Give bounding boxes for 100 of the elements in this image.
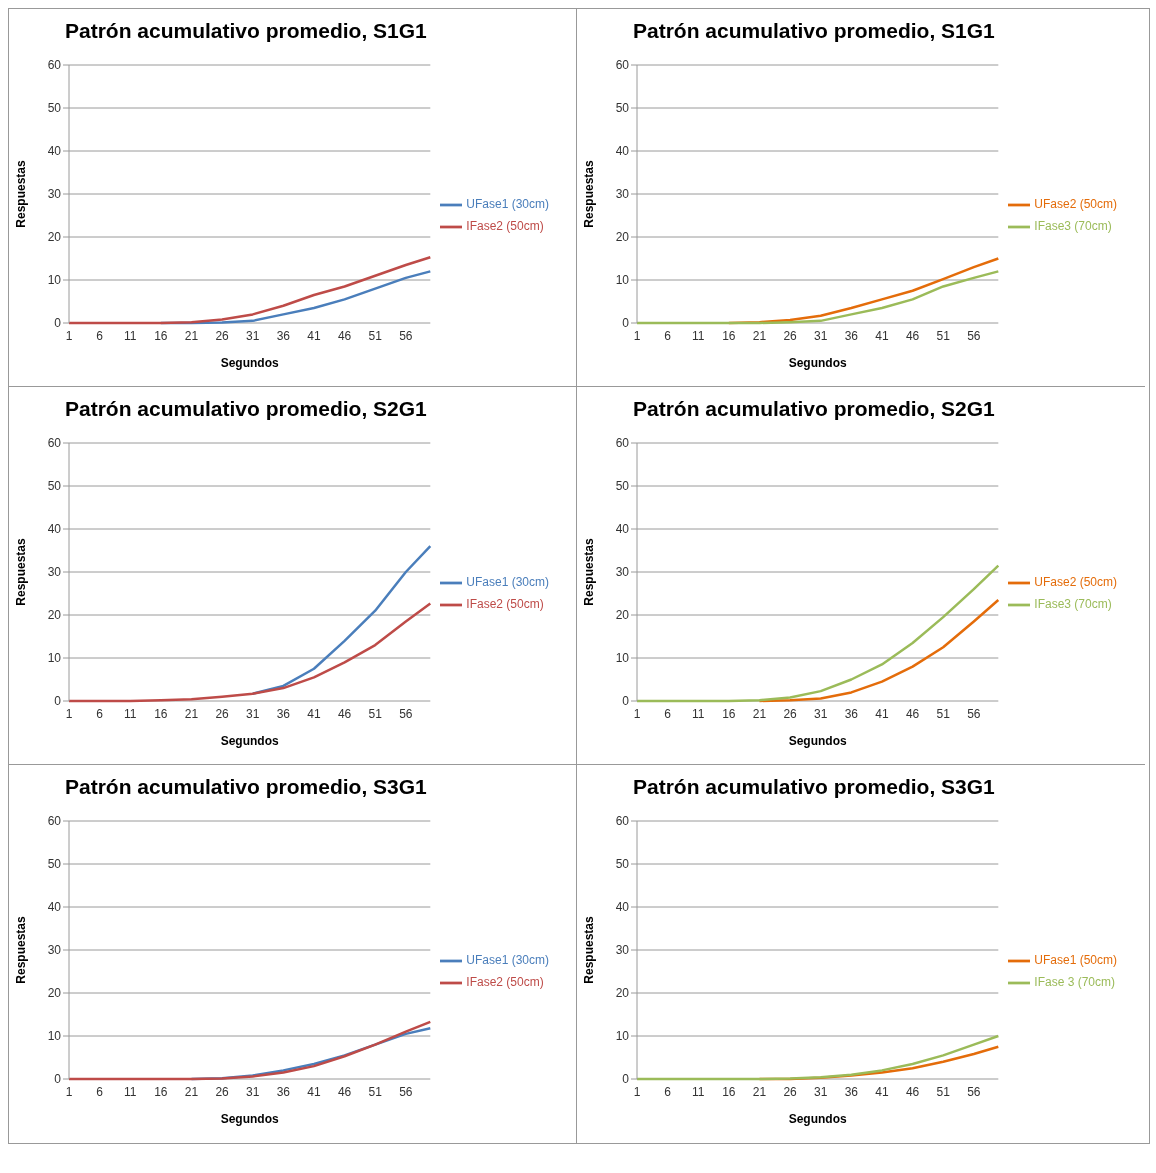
x-tick-label: 36 <box>276 706 291 721</box>
x-tick-label: 46 <box>337 706 352 721</box>
x-tick-label: 31 <box>814 706 828 721</box>
y-tick-label: 40 <box>615 900 630 915</box>
y-tick-label: 10 <box>47 651 62 666</box>
x-tick-label: 16 <box>722 328 736 343</box>
chart-title: Patrón acumulativo promedio, S1G1 <box>65 19 428 44</box>
x-tick-label: 16 <box>154 706 168 721</box>
y-tick-label: 0 <box>622 1072 630 1087</box>
x-tick-label: 1 <box>633 328 641 343</box>
x-tick-label: 1 <box>65 1084 73 1099</box>
x-tick-label: 6 <box>96 1084 104 1099</box>
x-tick-label: 41 <box>307 328 321 343</box>
x-tick-label: 1 <box>633 1084 641 1099</box>
y-tick-label: 50 <box>47 857 62 872</box>
x-tick-label: 16 <box>722 1084 736 1099</box>
y-tick-label: 50 <box>47 479 62 494</box>
x-tick-label: 1 <box>65 328 73 343</box>
chart-title: Patrón acumulativo promedio, S2G1 <box>633 397 996 422</box>
x-tick-label: 11 <box>124 706 137 721</box>
y-axis-title: Respuestas <box>582 916 597 984</box>
x-axis-title: Segundos <box>220 356 279 370</box>
x-tick-label: 31 <box>246 706 260 721</box>
x-tick-label: 6 <box>96 706 104 721</box>
legend-label: IFase2 (50cm) <box>466 975 544 990</box>
y-tick-label: 60 <box>47 436 62 451</box>
x-tick-label: 31 <box>814 1084 828 1099</box>
y-tick-label: 20 <box>615 986 630 1001</box>
x-tick-label: 36 <box>844 706 859 721</box>
legend-label: UFase2 (50cm) <box>1034 197 1117 212</box>
y-tick-label: 60 <box>615 58 630 73</box>
y-tick-label: 20 <box>47 986 62 1001</box>
x-tick-label: 51 <box>936 328 951 343</box>
x-tick-label: 51 <box>368 1084 383 1099</box>
y-tick-label: 0 <box>54 1072 62 1087</box>
x-tick-label: 21 <box>752 328 767 343</box>
y-tick-label: 10 <box>615 651 630 666</box>
x-tick-label: 36 <box>276 1084 291 1099</box>
y-tick-label: 30 <box>47 187 62 202</box>
y-tick-label: 20 <box>47 230 62 245</box>
x-tick-label: 1 <box>633 706 641 721</box>
x-tick-label: 16 <box>722 706 736 721</box>
y-tick-label: 50 <box>47 101 62 116</box>
x-tick-label: 56 <box>967 1084 981 1099</box>
x-tick-label: 16 <box>154 328 168 343</box>
x-tick-label: 11 <box>692 706 705 721</box>
x-tick-label: 11 <box>124 1084 137 1099</box>
legend-label: UFase1 (30cm) <box>466 575 549 590</box>
legend-label: UFase1 (50cm) <box>1034 953 1117 968</box>
y-axis-title: Respuestas <box>14 538 29 606</box>
x-tick-label: 41 <box>875 328 889 343</box>
y-tick-label: 0 <box>54 316 62 331</box>
x-tick-label: 21 <box>184 328 199 343</box>
x-tick-label: 16 <box>154 1084 168 1099</box>
x-tick-label: 41 <box>875 1084 889 1099</box>
legend-label: IFase3 (70cm) <box>1034 219 1112 234</box>
x-tick-label: 1 <box>65 706 73 721</box>
x-axis-title: Segundos <box>220 1112 279 1126</box>
x-tick-label: 26 <box>215 706 230 721</box>
y-tick-label: 0 <box>622 316 630 331</box>
x-tick-label: 46 <box>905 1084 920 1099</box>
y-tick-label: 50 <box>615 857 630 872</box>
y-tick-label: 40 <box>47 900 62 915</box>
x-tick-label: 41 <box>875 706 889 721</box>
x-tick-label: 26 <box>783 328 798 343</box>
y-tick-label: 0 <box>622 694 630 709</box>
chart-title: Patrón acumulativo promedio, S3G1 <box>65 775 428 800</box>
x-tick-label: 6 <box>96 328 104 343</box>
x-tick-label: 36 <box>844 328 859 343</box>
x-tick-label: 21 <box>184 706 199 721</box>
x-axis-title: Segundos <box>788 1112 847 1126</box>
x-tick-label: 11 <box>124 328 137 343</box>
y-tick-label: 30 <box>47 943 62 958</box>
x-tick-label: 46 <box>905 706 920 721</box>
x-tick-label: 56 <box>967 706 981 721</box>
x-axis-title: Segundos <box>220 734 279 748</box>
y-tick-label: 60 <box>615 814 630 829</box>
x-tick-label: 46 <box>337 1084 352 1099</box>
y-tick-label: 10 <box>615 273 630 288</box>
x-tick-label: 26 <box>783 706 798 721</box>
legend-label: IFase2 (50cm) <box>466 597 544 612</box>
chart-title: Patrón acumulativo promedio, S2G1 <box>65 397 428 422</box>
x-tick-label: 31 <box>246 1084 260 1099</box>
x-tick-label: 56 <box>399 328 413 343</box>
y-tick-label: 60 <box>47 814 62 829</box>
x-tick-label: 51 <box>936 706 951 721</box>
x-tick-label: 26 <box>215 328 230 343</box>
y-tick-label: 0 <box>54 694 62 709</box>
x-tick-label: 6 <box>664 706 672 721</box>
x-tick-label: 46 <box>337 328 352 343</box>
x-tick-label: 31 <box>246 328 260 343</box>
x-tick-label: 11 <box>692 328 705 343</box>
x-tick-label: 21 <box>752 706 767 721</box>
y-axis-title: Respuestas <box>14 916 29 984</box>
y-tick-label: 40 <box>47 144 62 159</box>
x-tick-label: 36 <box>844 1084 859 1099</box>
y-tick-label: 30 <box>615 187 630 202</box>
y-tick-label: 50 <box>615 101 630 116</box>
y-tick-label: 40 <box>615 144 630 159</box>
x-tick-label: 26 <box>215 1084 230 1099</box>
